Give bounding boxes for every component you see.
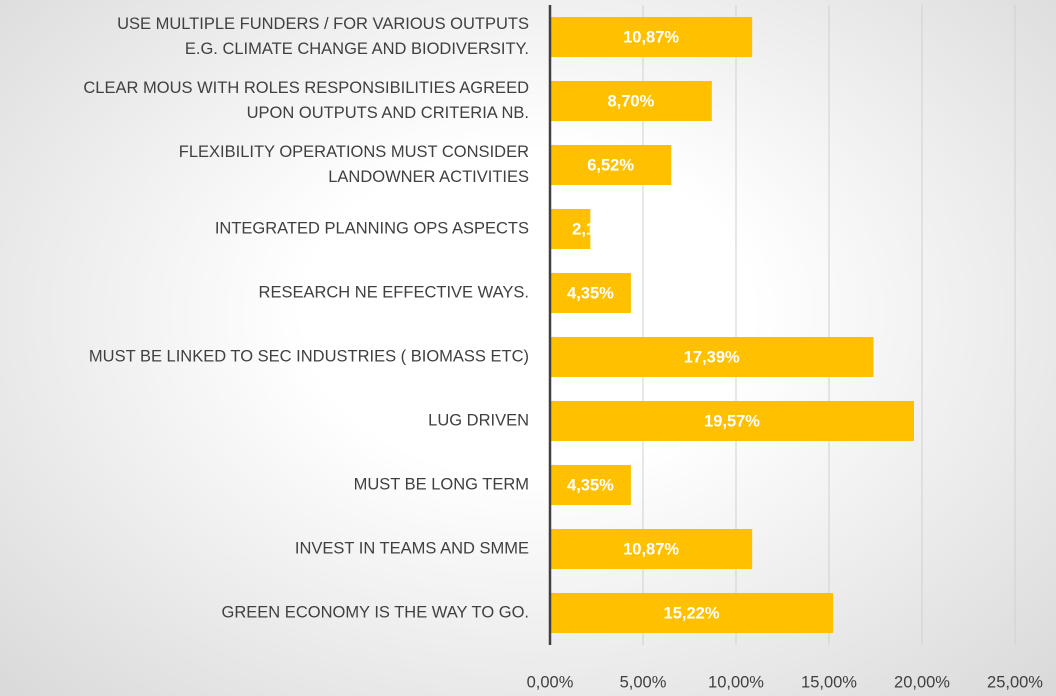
category-label: INVEST IN TEAMS AND SMME xyxy=(294,539,529,558)
bar xyxy=(550,337,874,377)
bar xyxy=(550,273,631,313)
value-label: 8,70% xyxy=(608,92,655,110)
category-label: MUST BE LONG TERM xyxy=(353,475,529,494)
x-tick-label: 20,00% xyxy=(894,673,950,691)
value-label: 17,39% xyxy=(684,348,740,366)
category-label: CLEAR MOUS WITH ROLES RESPONSIBILITIES A… xyxy=(83,79,529,122)
bar xyxy=(550,145,672,185)
value-label: 10,87% xyxy=(623,28,679,46)
value-label: 19,57% xyxy=(704,412,760,430)
category-label: USE MULTIPLE FUNDERS / FOR VARIOUS OUTPU… xyxy=(117,15,529,58)
value-label: 4,35% xyxy=(567,284,614,302)
x-tick-label: 10,00% xyxy=(708,673,764,691)
bar xyxy=(550,81,712,121)
value-label: 4,35% xyxy=(567,476,614,494)
category-label: FLEXIBILITY OPERATIONS MUST CONSIDER LAN… xyxy=(178,143,529,186)
value-label: 2,17% xyxy=(572,220,619,238)
bar xyxy=(550,593,834,633)
x-tick-label: 25,00% xyxy=(987,673,1043,691)
bar xyxy=(550,209,591,249)
bar xyxy=(550,465,631,505)
category-label: RESEARCH NE EFFECTIVE WAYS. xyxy=(258,283,529,302)
x-tick-label: 15,00% xyxy=(801,673,857,691)
value-label: 10,87% xyxy=(623,540,679,558)
category-label: INTEGRATED PLANNING OPS ASPECTS xyxy=(214,219,529,238)
value-label: 15,22% xyxy=(664,604,720,622)
x-tick-label: 5,00% xyxy=(620,673,667,691)
bar xyxy=(550,401,915,441)
value-label: 6,52% xyxy=(587,156,634,174)
x-tick-label: 0,00% xyxy=(527,673,574,691)
category-label: LUG DRIVEN xyxy=(428,411,529,430)
category-label: GREEN ECONOMY IS THE WAY TO GO. xyxy=(221,603,529,622)
bar xyxy=(550,17,753,57)
bar xyxy=(550,529,753,569)
category-label: MUST BE LINKED TO SEC INDUSTRIES ( BIOMA… xyxy=(88,347,529,366)
